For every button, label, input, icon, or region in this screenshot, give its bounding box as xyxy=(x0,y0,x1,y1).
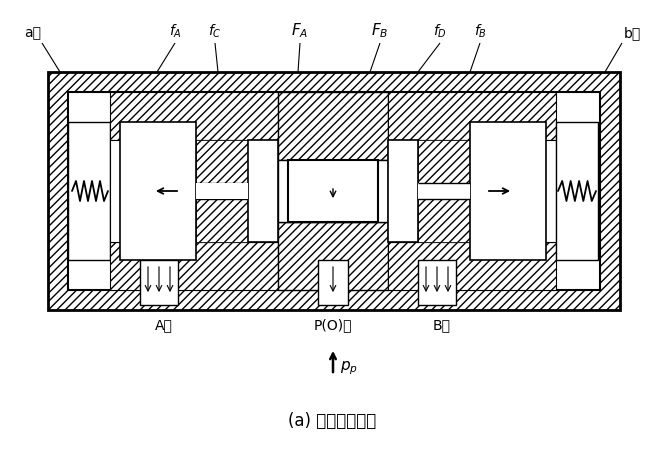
Bar xyxy=(418,260,456,305)
Bar xyxy=(556,122,598,260)
Bar xyxy=(418,183,470,199)
Bar xyxy=(278,160,388,222)
Bar xyxy=(120,122,196,260)
Bar xyxy=(110,140,278,242)
Bar xyxy=(68,122,110,260)
Bar xyxy=(288,160,378,222)
Bar xyxy=(278,92,388,160)
Text: $p_p$: $p_p$ xyxy=(340,359,358,377)
Text: A腔: A腔 xyxy=(155,318,173,332)
Text: b室: b室 xyxy=(623,26,640,40)
Bar xyxy=(278,222,388,290)
Bar xyxy=(318,260,348,305)
Bar xyxy=(388,242,556,290)
Bar xyxy=(248,140,278,242)
Bar xyxy=(196,183,248,199)
Bar xyxy=(388,140,418,242)
Text: $f_A$: $f_A$ xyxy=(168,22,182,40)
Text: (a) 分流工作原理: (a) 分流工作原理 xyxy=(288,412,376,430)
Text: $f_B$: $f_B$ xyxy=(473,22,487,40)
Bar xyxy=(48,72,620,310)
Bar xyxy=(418,140,470,242)
Text: a室: a室 xyxy=(25,26,41,40)
Bar xyxy=(388,92,556,140)
Text: $f_D$: $f_D$ xyxy=(433,22,447,40)
Bar xyxy=(110,242,278,290)
Bar xyxy=(140,260,178,305)
Bar xyxy=(110,92,278,140)
Text: $F_A$: $F_A$ xyxy=(291,21,309,40)
Bar xyxy=(470,122,546,260)
Text: $F_B$: $F_B$ xyxy=(371,21,389,40)
Text: B腔: B腔 xyxy=(433,318,451,332)
Text: P(O)腔: P(O)腔 xyxy=(314,318,352,332)
Bar xyxy=(68,92,600,290)
Bar xyxy=(196,140,248,242)
Bar xyxy=(388,140,556,242)
Text: $f_C$: $f_C$ xyxy=(208,22,222,40)
